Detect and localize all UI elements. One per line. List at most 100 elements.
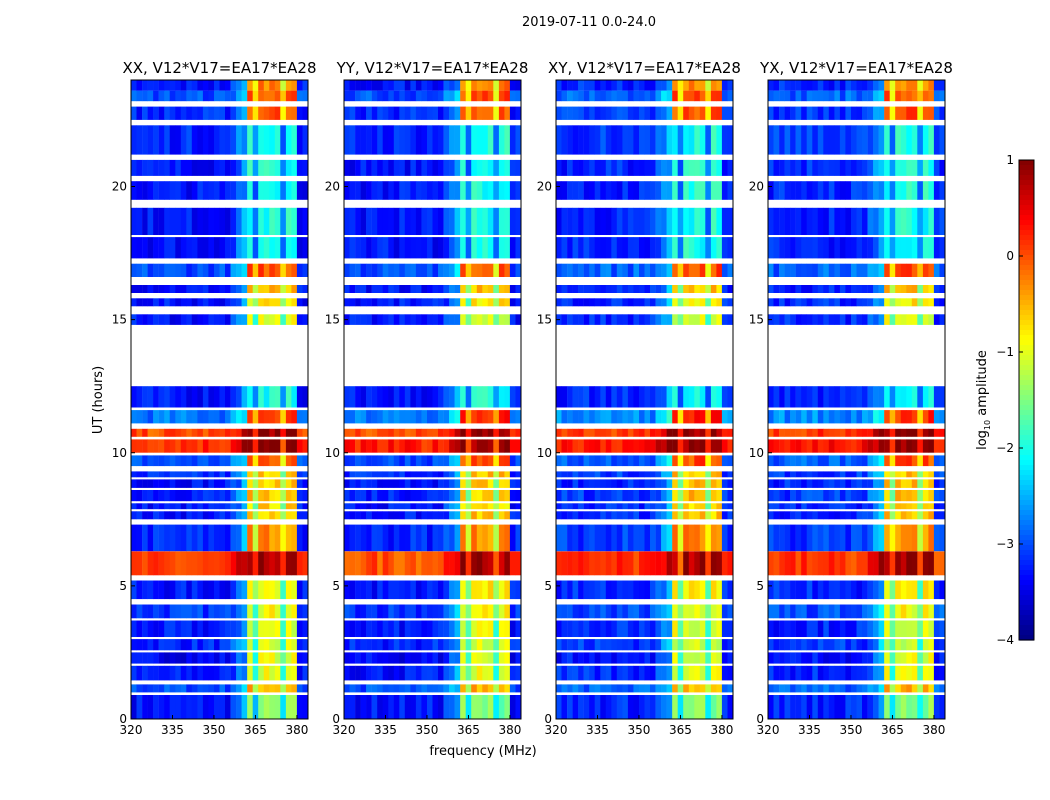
heatmap-cell (650, 455, 656, 467)
heatmap-cell (175, 551, 182, 576)
heatmap-cell (415, 490, 422, 502)
heatmap-cell (263, 314, 270, 325)
heatmap-cell (845, 314, 852, 325)
heatmap-cell (644, 695, 651, 719)
heatmap-cell (605, 580, 612, 600)
heatmap-cell (371, 580, 378, 600)
heatmap-cell (241, 471, 248, 478)
heatmap-cell (851, 263, 857, 277)
heatmap-cell (230, 285, 237, 293)
heatmap-cell (230, 125, 237, 155)
heatmap-cell (834, 684, 841, 693)
heatmap-cell (589, 237, 595, 259)
heatmap-cell (895, 652, 901, 664)
heatmap-cell (302, 285, 309, 293)
heatmap-cell (784, 471, 791, 478)
heatmap-cell (611, 490, 618, 502)
heatmap-cell (191, 263, 198, 277)
heatmap-cell (460, 106, 466, 120)
heatmap-cell (710, 652, 717, 664)
heatmap-cell (371, 237, 378, 259)
heatmap-cell (241, 314, 248, 325)
heatmap-cell (834, 652, 841, 664)
heatmap-cell (214, 695, 220, 719)
heatmap-cell (263, 604, 270, 619)
heatmap-cell (705, 428, 712, 437)
heatmap-cell (594, 639, 601, 651)
heatmap-cell (812, 652, 819, 664)
heatmap-cell (197, 604, 204, 619)
heatmap-cell (572, 580, 579, 600)
heatmap-cell (404, 551, 411, 576)
heatmap-cell (153, 604, 159, 619)
heatmap-cell (432, 314, 439, 325)
heatmap-cell (449, 490, 455, 502)
heatmap-cell (291, 159, 298, 176)
heatmap-cell (180, 125, 187, 155)
heatmap-cell (716, 511, 723, 520)
heatmap-cell (801, 298, 807, 307)
heatmap-cell (578, 237, 584, 259)
heatmap-cell (147, 503, 154, 510)
heatmap-cell (851, 511, 857, 520)
heatmap-cell (834, 665, 841, 681)
heatmap-cell (247, 159, 253, 176)
heatmap-cell (236, 263, 242, 277)
heatmap-cell (806, 181, 813, 200)
heatmap-cell (504, 298, 511, 307)
heatmap-cell (784, 106, 791, 120)
heatmap-cell (344, 511, 350, 520)
heatmap-cell (214, 604, 220, 619)
heatmap-cell (721, 80, 728, 91)
heatmap-cell (823, 207, 830, 235)
heatmap-cell (895, 90, 901, 102)
heatmap-cell (694, 503, 701, 510)
heatmap-cell (498, 410, 505, 424)
heatmap-cell (142, 684, 148, 693)
heatmap-cell (589, 580, 595, 600)
heatmap-cell (694, 181, 701, 200)
heatmap-cell (197, 639, 204, 651)
heatmap-cell (219, 298, 226, 307)
heatmap-cell (906, 490, 913, 502)
heatmap-cell (583, 181, 590, 200)
heatmap-cell (900, 410, 907, 424)
heatmap-cell (795, 684, 802, 693)
heatmap-cell (939, 620, 946, 637)
heatmap-cell (806, 665, 813, 681)
heatmap-cell (214, 511, 220, 520)
heatmap-cell (616, 285, 623, 293)
heatmap-cell (404, 298, 411, 307)
heatmap-cell (911, 503, 918, 510)
heatmap-cell (710, 207, 717, 235)
heatmap-cell (823, 695, 830, 719)
heatmap-cell (460, 511, 466, 520)
heatmap-cell (727, 439, 734, 453)
heatmap-cell (661, 298, 667, 307)
heatmap-cell (460, 695, 466, 719)
heatmap-cell (622, 580, 629, 600)
heatmap-cell (498, 314, 505, 325)
heatmap-cell (454, 684, 461, 693)
heatmap-cell (169, 551, 176, 576)
heatmap-cell (438, 471, 444, 478)
heatmap-cell (705, 580, 712, 600)
heatmap-cell (191, 455, 198, 467)
heatmap-cell (655, 620, 662, 637)
heatmap-cell (716, 551, 723, 576)
heatmap-cell (153, 580, 159, 600)
heatmap-cell (917, 285, 924, 293)
heatmap-cell (889, 665, 896, 681)
heatmap-cell (427, 455, 433, 467)
heatmap-cell (884, 503, 890, 510)
heatmap-cell (399, 314, 406, 325)
colorbar-swatch (1019, 330, 1034, 336)
heatmap-cell (933, 551, 940, 576)
heatmap-cell (705, 90, 712, 102)
heatmap-cell (878, 106, 885, 120)
heatmap-cell (773, 665, 780, 681)
heatmap-cell (498, 455, 505, 467)
heatmap-cell (823, 106, 830, 120)
heatmap-cell (873, 479, 879, 488)
